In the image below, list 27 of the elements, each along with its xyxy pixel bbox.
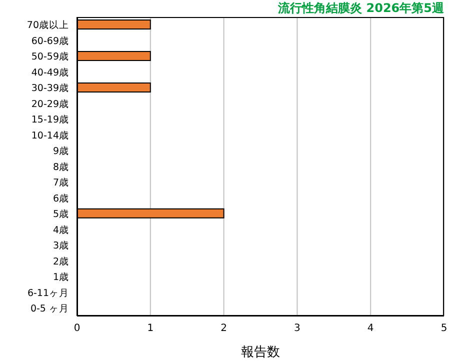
y-tick-label: 5歳: [52, 208, 69, 220]
y-tick-label: 15-19歳: [31, 114, 69, 126]
x-axis-title: 報告数: [241, 345, 280, 360]
y-tick-label: 7歳: [52, 176, 69, 189]
y-tick-label: 30-39歳: [31, 82, 69, 94]
y-tick-label: 60-69歳: [31, 34, 69, 47]
y-tick-label: 9歳: [52, 145, 69, 158]
x-tick-label: 2: [220, 323, 227, 334]
x-tick-label: 4: [367, 323, 374, 334]
y-tick-label: 4歳: [52, 224, 69, 236]
y-tick-label: 6歳: [52, 192, 69, 204]
x-tick-label: 1: [147, 323, 154, 334]
y-tick-label: 8歳: [52, 160, 69, 173]
x-tick-label: 0: [74, 323, 80, 334]
chart-title: 流行性角結膜炎 2026年第5週: [277, 1, 445, 15]
y-tick-label: 40-49歳: [31, 66, 69, 78]
y-tick-label: 3歳: [52, 240, 69, 252]
x-tick-label: 5: [440, 323, 448, 334]
y-tick-label: 20-29歳: [31, 98, 69, 110]
x-tick-label: 3: [294, 323, 300, 334]
y-tick-label: 70歳以上: [26, 19, 69, 32]
y-tick-label: 2歳: [52, 255, 69, 268]
y-tick-label: 10-14歳: [31, 129, 69, 142]
y-tick-label: 50-59歳: [31, 50, 69, 63]
y-tick-label: 1歳: [52, 271, 69, 284]
y-tick-label: 6-11ヶ月: [27, 288, 69, 299]
y-tick-label: 0-5 ヶ月: [30, 304, 69, 315]
